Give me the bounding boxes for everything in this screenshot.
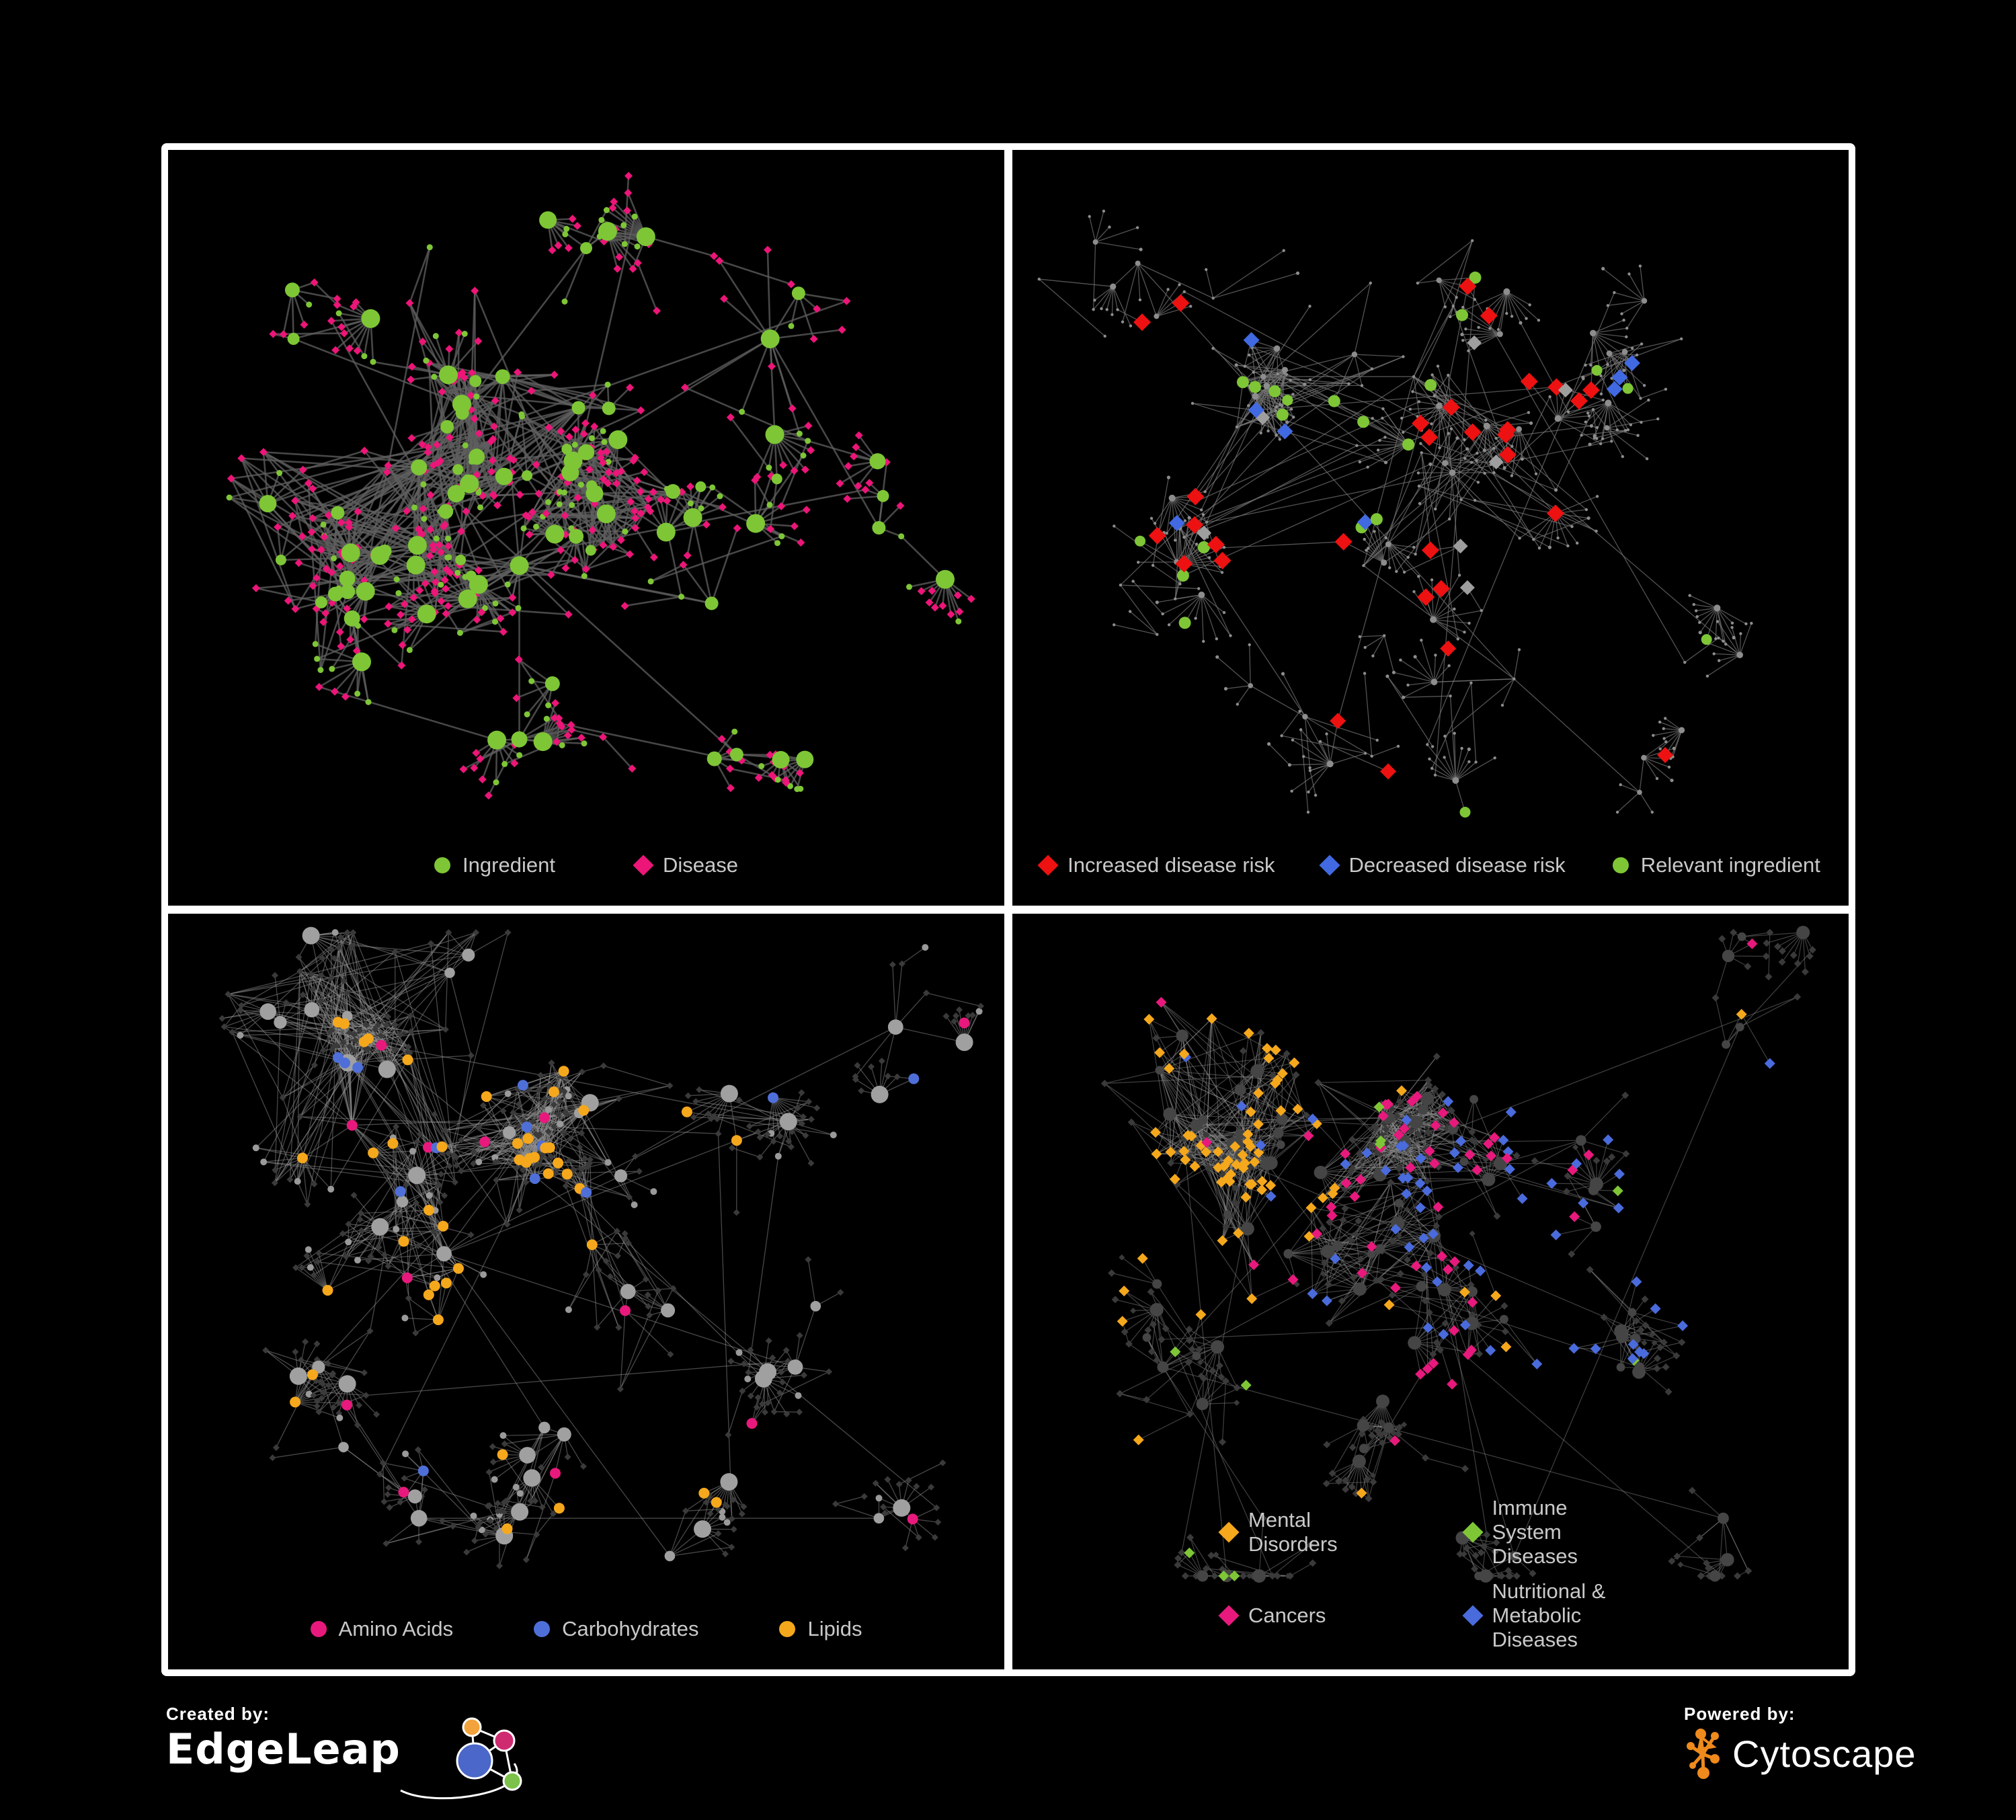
legend-item-lipids: Lipids	[779, 1617, 862, 1641]
nutritional-metabolic-marker-icon	[1461, 1605, 1484, 1626]
increased-risk-marker-icon	[1037, 855, 1059, 876]
panel-ingredient-disease: Ingredient Disease	[168, 150, 1004, 906]
legend-item-cancers: Cancers	[1218, 1579, 1392, 1652]
legend-item-amino-acids: Amino Acids	[310, 1617, 454, 1641]
legend-label: Lipids	[807, 1617, 862, 1640]
nutrient-classes-network	[218, 926, 984, 1569]
legend-item-carbohydrates: Carbohydrates	[534, 1617, 698, 1641]
legend-label: Disease	[662, 853, 738, 877]
legend-label: Nutritional & Metabolic Diseases	[1492, 1579, 1606, 1651]
legend-nutrient-classes: Amino Acids Carbohydrates Lipids	[168, 1617, 1004, 1641]
mental-disorders-marker-icon	[1218, 1521, 1240, 1543]
legend-item-increased-risk: Increased disease risk	[1037, 853, 1275, 877]
disease-risk-network	[1037, 209, 1753, 818]
legend-label: Carbohydrates	[562, 1617, 699, 1640]
disease-marker-icon	[633, 855, 654, 876]
created-by-label: Created by:	[166, 1704, 270, 1724]
panel-disease-categories: Mental Disorders Immune System Diseases …	[1012, 914, 1849, 1669]
legend-label: Immune System Diseases	[1492, 1496, 1578, 1568]
legend-item-mental-disorders: Mental Disorders	[1218, 1496, 1392, 1569]
lipids-marker-icon	[779, 1621, 796, 1637]
relevant-ingredient-marker-icon	[1612, 857, 1629, 873]
panel-nutrient-classes: Amino Acids Carbohydrates Lipids	[168, 914, 1004, 1669]
legend-item-immune-system-diseases: Immune System Diseases	[1461, 1496, 1640, 1569]
decreased-risk-marker-icon	[1318, 855, 1340, 876]
ingredient-disease-network	[226, 171, 975, 800]
network-grid: Ingredient Disease Increased disease ris…	[161, 143, 1855, 1676]
powered-by-label: Powered by:	[1684, 1704, 1796, 1724]
legend-label: Decreased disease risk	[1348, 853, 1566, 877]
legend-item-ingredient: Ingredient	[434, 853, 555, 877]
edgeleap-wordmark: EdgeLeap	[166, 1725, 401, 1774]
ingredient-marker-icon	[434, 857, 451, 873]
legend-item-relevant-ingredient: Relevant ingredient	[1612, 853, 1820, 877]
legend-ingredient-disease: Ingredient Disease	[168, 853, 1004, 877]
immune-system-marker-icon	[1461, 1521, 1484, 1543]
disease-categories-network	[1100, 926, 1816, 1583]
cytoscape-credit: Powered by: Cytoscape	[1684, 1704, 1917, 1780]
cytoscape-network-icon	[1687, 1729, 1720, 1779]
amino-acids-marker-icon	[310, 1621, 327, 1637]
edgeleap-logo: EdgeLeap	[166, 1717, 538, 1815]
edgeleap-network-icon	[400, 1717, 522, 1800]
cytoscape-wordmark: Cytoscape	[1732, 1732, 1917, 1775]
panel-disease-risk: Increased disease risk Decreased disease…	[1012, 150, 1849, 906]
legend-item-disease: Disease	[633, 853, 738, 877]
legend-label: Cancers	[1248, 1604, 1326, 1627]
cytoscape-logo: Cytoscape	[1684, 1727, 1917, 1780]
legend-item-nutritional-metabolic-diseases: Nutritional & Metabolic Diseases	[1461, 1579, 1640, 1652]
legend-item-decreased-risk: Decreased disease risk	[1318, 853, 1566, 877]
legend-label: Relevant ingredient	[1640, 853, 1820, 877]
carbohydrates-marker-icon	[534, 1621, 551, 1637]
legend-disease-risk: Increased disease risk Decreased disease…	[1012, 853, 1849, 877]
legend-label: Increased disease risk	[1067, 853, 1275, 877]
legend-disease-categories: Mental Disorders Immune System Diseases …	[1218, 1496, 1640, 1652]
edgeleap-credit: Created by: EdgeLeap	[166, 1704, 538, 1815]
legend-label: Ingredient	[462, 853, 555, 877]
legend-label: Mental Disorders	[1248, 1508, 1338, 1556]
legend-label: Amino Acids	[338, 1617, 454, 1640]
cancers-marker-icon	[1218, 1605, 1240, 1626]
